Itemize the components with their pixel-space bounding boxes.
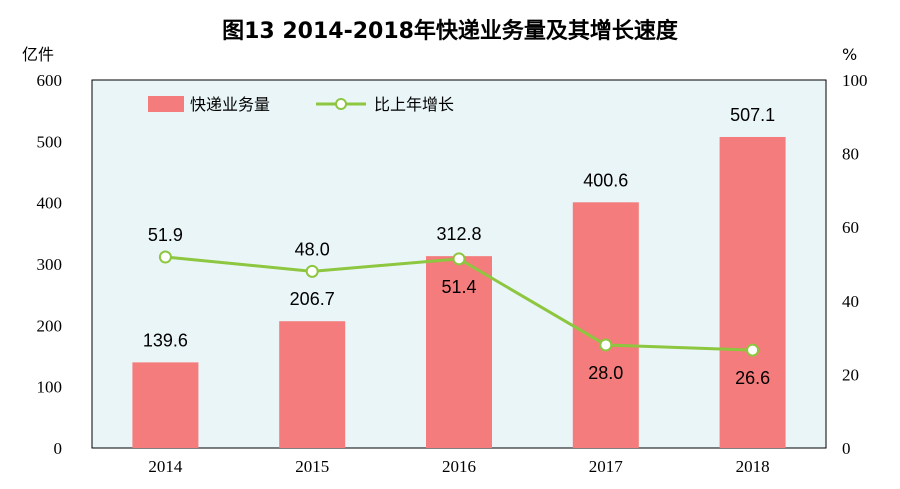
right-tick-0: 0 (842, 439, 851, 458)
bar-label-2016: 312.8 (436, 224, 481, 244)
growth-label-2017: 28.0 (588, 363, 623, 383)
right-tick-20: 20 (842, 365, 859, 384)
left-tick-400: 400 (37, 194, 63, 213)
x-tick-2016: 2016 (442, 457, 476, 476)
left-tick-0: 0 (54, 439, 63, 458)
right-tick-40: 40 (842, 292, 859, 311)
growth-label-2015: 48.0 (295, 239, 330, 259)
growth-point-2015 (305, 264, 319, 278)
legend-line-label: 比上年增长 (374, 95, 454, 114)
bar-label-2018: 507.1 (730, 105, 775, 125)
bar-label-2014: 139.6 (143, 330, 188, 350)
axis-ticks: 0 100 200 300 400 500 600 0 20 40 60 80 100 2014 2015 2… (37, 71, 868, 476)
bar-2017 (572, 202, 639, 448)
chart-title: 图13 2014-2018年快递业务量及其增长速度 (222, 18, 679, 44)
growth-label-2016: 51.4 (441, 277, 476, 297)
growth-point-2014 (158, 250, 172, 264)
bar-2015 (279, 321, 346, 448)
right-tick-80: 80 (842, 145, 859, 164)
x-tick-2015: 2015 (295, 457, 329, 476)
x-tick-2017: 2017 (589, 457, 624, 476)
bar-2014 (132, 362, 199, 448)
legend: 快递业务量 比上年增长 (148, 95, 454, 114)
x-tick-2018: 2018 (736, 457, 770, 476)
growth-point-2017 (599, 338, 613, 352)
legend-bar-swatch (148, 96, 184, 112)
bar-2018 (719, 136, 786, 448)
left-tick-500: 500 (37, 132, 63, 151)
left-tick-600: 600 (37, 71, 63, 90)
left-tick-300: 300 (37, 255, 63, 274)
data-labels: 139.6 206.7 312.8 400.6 507.1 51.9 48.0 51.4 28.… (143, 105, 775, 388)
right-axis-unit: % (842, 45, 857, 64)
line-series (158, 250, 760, 357)
bar-label-2015: 206.7 (290, 289, 335, 309)
x-tick-2014: 2014 (148, 457, 183, 476)
bar-label-2017: 400.6 (583, 170, 628, 190)
bar-2016 (426, 256, 492, 448)
legend-line-marker (335, 98, 347, 110)
growth-point-2018 (746, 343, 760, 357)
growth-point-2016 (452, 252, 466, 266)
left-tick-100: 100 (37, 378, 63, 397)
legend-bar-label: 快递业务量 (190, 95, 270, 114)
left-tick-200: 200 (37, 316, 63, 335)
growth-label-2014: 51.9 (148, 225, 183, 245)
right-tick-60: 60 (842, 218, 859, 237)
growth-label-2018: 26.6 (735, 368, 770, 388)
left-axis-unit: 亿件 (22, 45, 54, 64)
right-tick-100: 100 (842, 71, 868, 90)
bar-series (132, 136, 786, 448)
